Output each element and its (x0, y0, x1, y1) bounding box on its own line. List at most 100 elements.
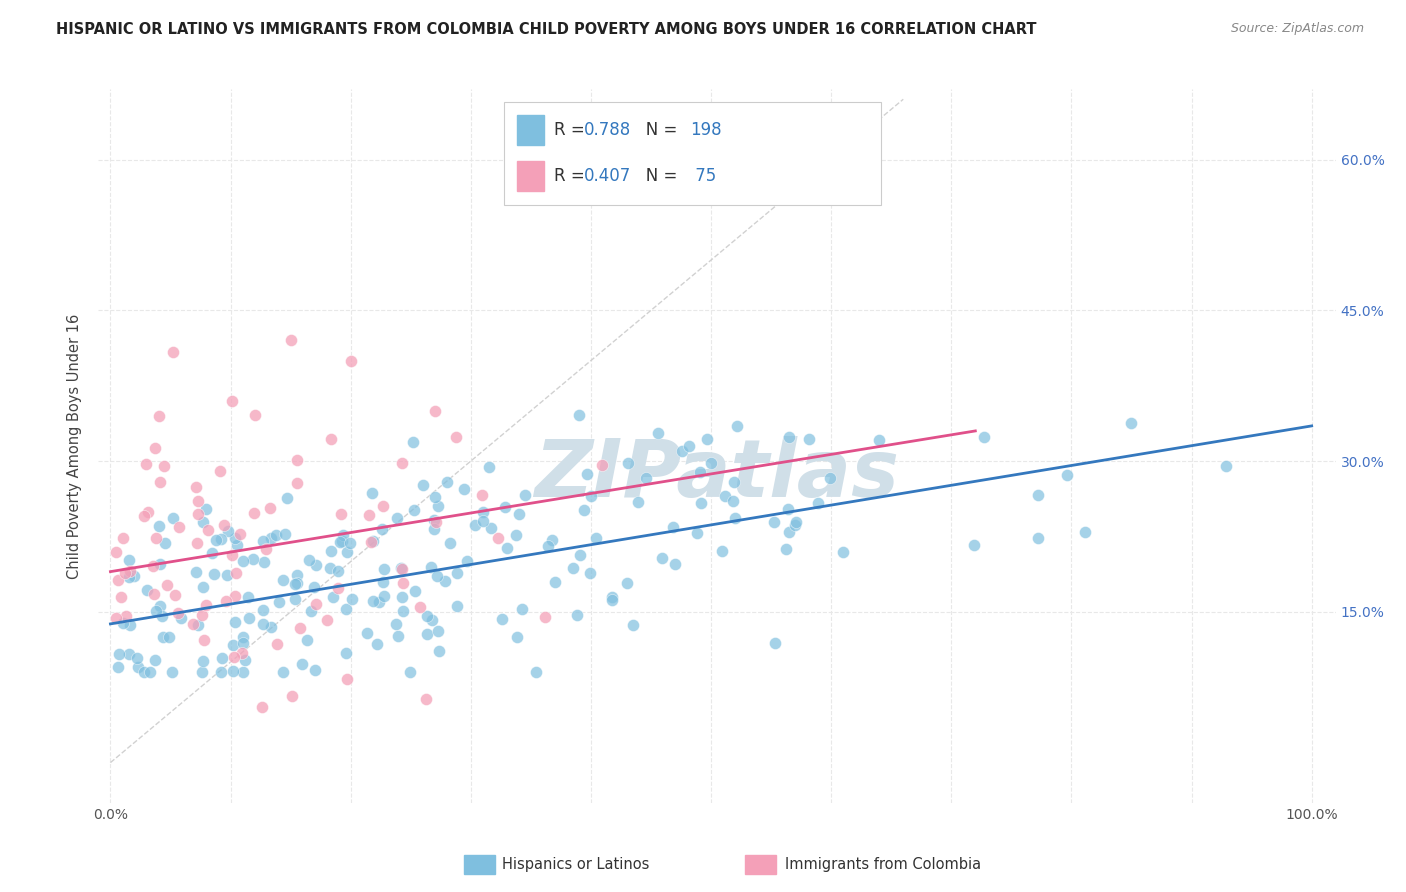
Point (330, 507, 353, 521)
Point (328, 581, 350, 595)
Point (723, 494, 745, 508)
Point (186, 536, 208, 550)
Point (232, 630, 254, 644)
Text: Immigrants from Colombia: Immigrants from Colombia (785, 857, 980, 871)
Point (105, 611, 128, 625)
Point (224, 531, 246, 545)
Point (304, 580, 326, 594)
Point (222, 638, 245, 652)
Point (205, 533, 228, 548)
Point (576, 467, 599, 482)
Point (464, 517, 486, 532)
Point (195, 598, 218, 612)
Point (572, 503, 595, 517)
Text: 0.788: 0.788 (583, 121, 631, 139)
Point (232, 553, 254, 567)
Point (301, 604, 323, 618)
Y-axis label: Child Poverty Among Boys Under 16: Child Poverty Among Boys Under 16 (67, 313, 83, 579)
Point (288, 621, 311, 635)
Point (120, 564, 142, 578)
Point (591, 458, 613, 472)
Point (252, 603, 274, 617)
Point (436, 475, 458, 489)
Point (505, 528, 527, 542)
Point (471, 488, 494, 502)
Point (402, 502, 425, 516)
Point (326, 564, 349, 578)
Point (585, 531, 607, 545)
Point (202, 567, 225, 582)
Point (763, 636, 786, 650)
Point (478, 459, 501, 474)
Point (285, 568, 308, 582)
Point (221, 549, 243, 563)
Point (714, 490, 737, 504)
Point (506, 630, 529, 644)
Point (422, 513, 444, 527)
Point (266, 637, 288, 651)
Point (271, 665, 294, 680)
Point (330, 534, 353, 549)
Point (127, 660, 149, 674)
Point (409, 599, 432, 614)
Point (371, 522, 394, 536)
Point (132, 508, 155, 523)
Point (276, 491, 298, 505)
Point (412, 477, 434, 491)
Point (391, 456, 413, 470)
Point (148, 409, 170, 423)
Point (868, 433, 890, 447)
Point (524, 665, 547, 680)
Point (260, 620, 283, 634)
Text: ZIPatlas: ZIPatlas (534, 435, 900, 514)
Point (778, 525, 800, 540)
Point (1026, 531, 1049, 545)
Point (357, 508, 380, 522)
Point (392, 575, 415, 590)
Point (193, 580, 215, 594)
Text: Hispanics or Latinos: Hispanics or Latinos (502, 857, 650, 871)
Point (108, 648, 131, 662)
Point (710, 543, 733, 558)
Point (111, 531, 134, 545)
Text: 198: 198 (690, 121, 721, 139)
Point (700, 456, 723, 470)
Point (122, 569, 145, 583)
Point (491, 611, 513, 625)
Text: N =: N = (630, 168, 683, 186)
Point (232, 665, 254, 680)
Point (143, 441, 166, 455)
Point (186, 494, 208, 508)
Point (783, 518, 806, 533)
Point (762, 515, 785, 529)
Point (305, 558, 328, 572)
Point (799, 432, 821, 446)
Point (600, 593, 623, 607)
Point (242, 552, 264, 566)
Point (366, 637, 388, 651)
Point (142, 558, 165, 573)
Point (233, 653, 256, 667)
Point (340, 591, 363, 606)
Point (360, 535, 382, 549)
Point (214, 517, 236, 532)
Point (305, 597, 328, 611)
Point (627, 495, 650, 509)
Point (149, 557, 172, 571)
Point (471, 514, 494, 528)
Point (662, 520, 685, 534)
Text: N =: N = (630, 121, 683, 139)
Point (671, 444, 693, 458)
Point (165, 588, 187, 602)
Point (284, 592, 307, 607)
Point (778, 429, 800, 443)
Point (105, 545, 128, 559)
Point (419, 560, 441, 574)
Point (273, 527, 295, 541)
Point (426, 624, 449, 638)
Point (335, 601, 357, 615)
Point (148, 475, 170, 489)
Point (1215, 459, 1237, 474)
Point (541, 533, 564, 548)
Point (1121, 416, 1143, 430)
